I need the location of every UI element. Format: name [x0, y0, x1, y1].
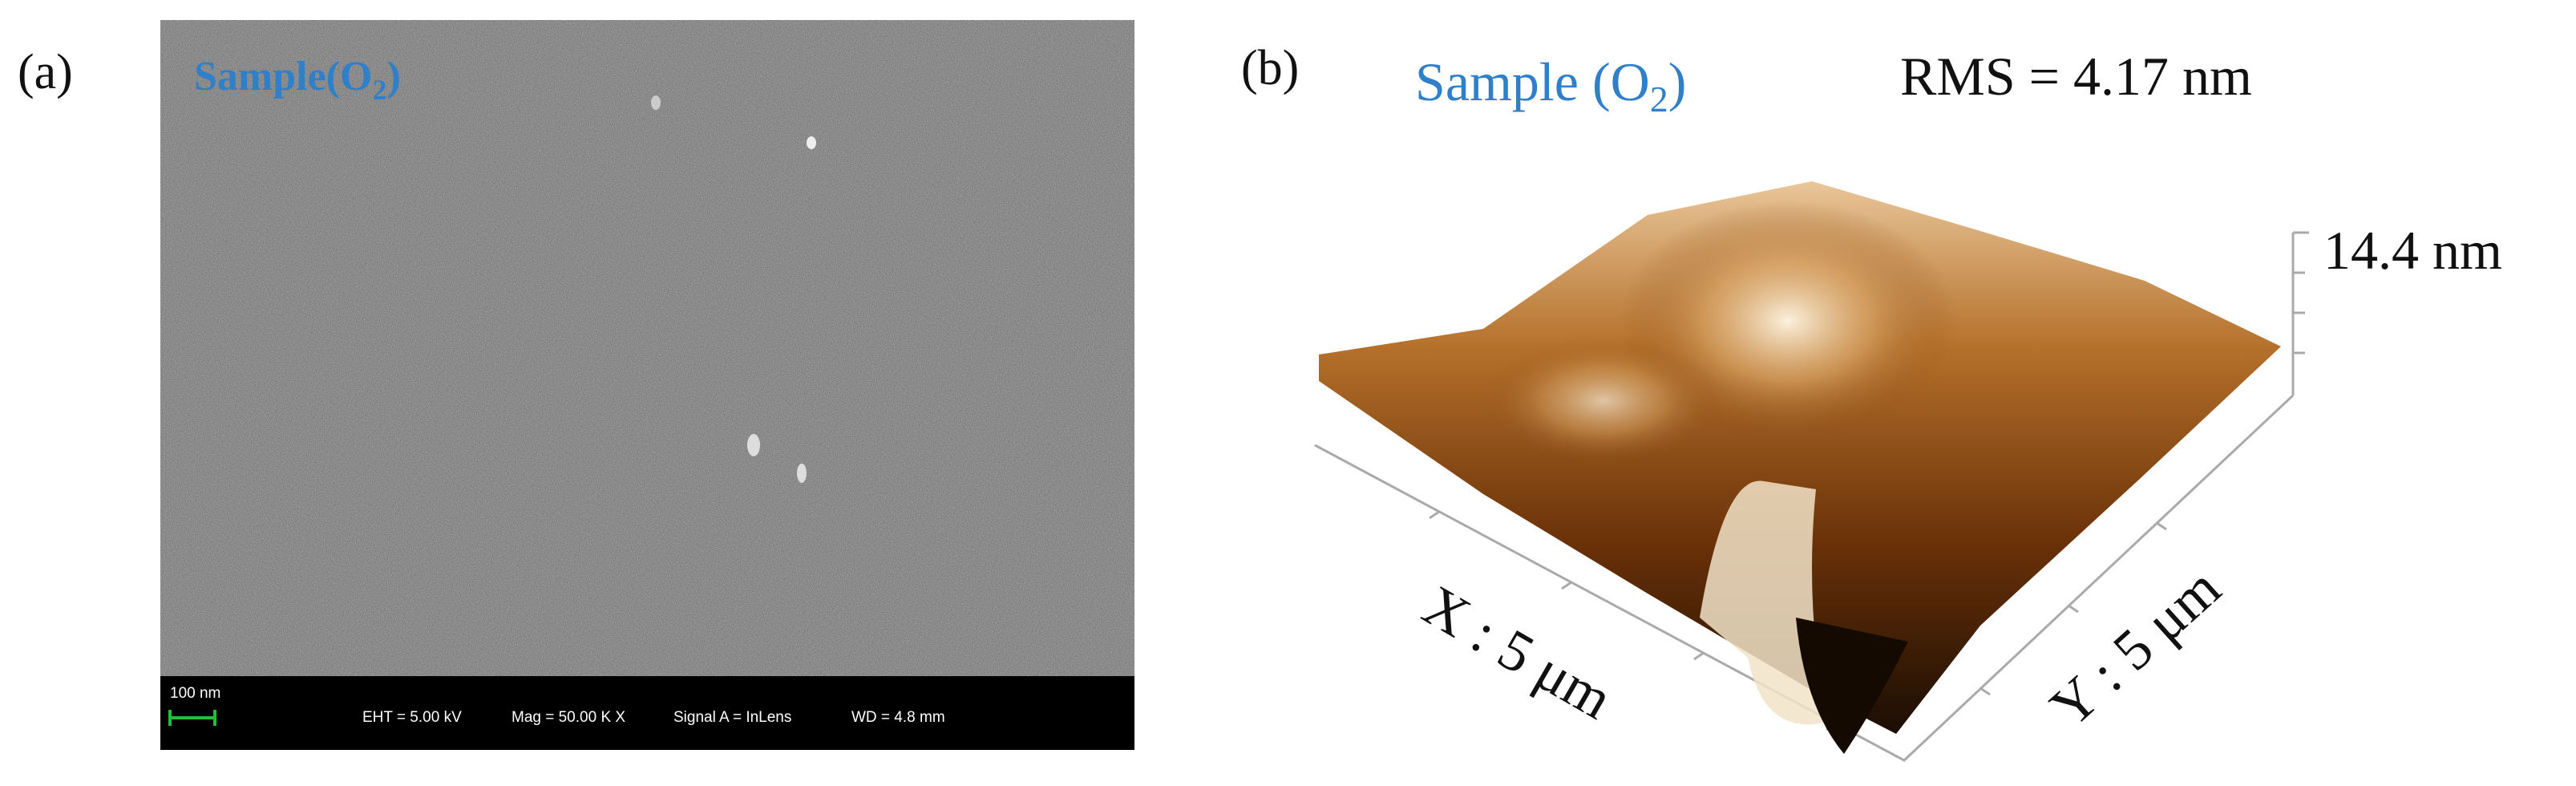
- scale-label: 100 nm: [170, 685, 220, 702]
- particle: [747, 434, 760, 456]
- particle: [651, 95, 661, 110]
- rms-label: RMS = 4.17 nm: [1900, 46, 2252, 107]
- sample-label: Sample(O2): [194, 54, 401, 106]
- particle: [807, 136, 816, 149]
- info-text: WD = 4.8 mm: [851, 709, 945, 726]
- info-text: EHT = 5.00 kV: [362, 709, 462, 726]
- z-axis-label: 14.4 nm: [2323, 220, 2502, 281]
- sample-label: Sample (O2): [1415, 51, 1686, 120]
- panel-label: (b): [1241, 41, 1299, 95]
- y-axis-label: Y : 5 μm: [2038, 556, 2232, 739]
- sem-texture: [160, 20, 1134, 676]
- surface-pit: [1796, 618, 1908, 754]
- info-text: Signal A = InLens: [673, 709, 791, 726]
- panel-label: (a): [18, 45, 73, 99]
- surface-highlight: [1483, 337, 1724, 465]
- x-axis-label: X : 5 μm: [1413, 573, 1623, 732]
- info-bar: [160, 676, 1134, 750]
- afm-surface: [1319, 181, 2281, 734]
- particle: [797, 464, 807, 483]
- scale-bar: [168, 710, 216, 726]
- surface-spike: [1700, 480, 1828, 725]
- info-text: Mag = 50.00 K X: [512, 709, 625, 726]
